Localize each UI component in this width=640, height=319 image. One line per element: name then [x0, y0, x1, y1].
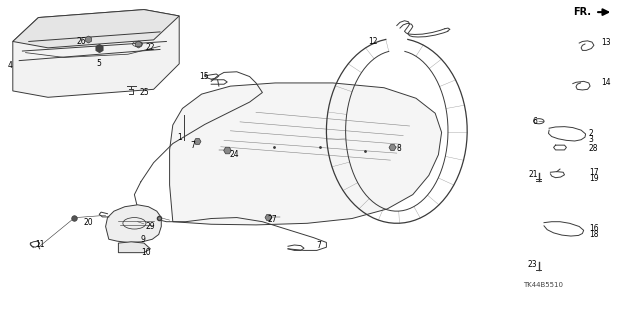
Polygon shape — [170, 83, 442, 225]
Text: 4: 4 — [8, 61, 13, 70]
Text: 16: 16 — [589, 224, 598, 233]
Text: 14: 14 — [602, 78, 611, 87]
Text: 25: 25 — [140, 88, 149, 97]
Polygon shape — [13, 10, 179, 97]
Text: 9: 9 — [141, 235, 146, 244]
Text: 19: 19 — [589, 174, 598, 183]
Text: 8: 8 — [397, 144, 401, 153]
Text: 27: 27 — [268, 215, 277, 224]
Text: 12: 12 — [368, 37, 378, 46]
Text: TK44B5510: TK44B5510 — [523, 282, 563, 287]
Text: 11: 11 — [35, 241, 45, 249]
Text: 10: 10 — [141, 248, 150, 257]
Text: 23: 23 — [528, 260, 538, 269]
Text: 20: 20 — [83, 218, 93, 227]
Text: 18: 18 — [589, 230, 598, 239]
Polygon shape — [118, 242, 150, 253]
Text: 26: 26 — [77, 37, 86, 46]
Text: 7: 7 — [190, 141, 195, 150]
Polygon shape — [13, 10, 179, 48]
Text: 21: 21 — [528, 170, 538, 179]
Text: 29: 29 — [146, 222, 156, 231]
Text: 7: 7 — [317, 241, 322, 250]
Text: 24: 24 — [229, 150, 239, 159]
Text: 3: 3 — [589, 135, 594, 144]
Text: 22: 22 — [146, 43, 156, 52]
Text: 17: 17 — [589, 168, 598, 177]
Text: 2: 2 — [589, 130, 593, 138]
Text: 28: 28 — [589, 144, 598, 153]
Text: 1: 1 — [178, 133, 182, 142]
Text: 6: 6 — [532, 117, 538, 126]
Text: FR.: FR. — [573, 7, 591, 17]
Text: 13: 13 — [602, 38, 611, 47]
Polygon shape — [106, 205, 161, 242]
Text: 15: 15 — [200, 72, 209, 81]
Text: 5: 5 — [96, 59, 101, 68]
